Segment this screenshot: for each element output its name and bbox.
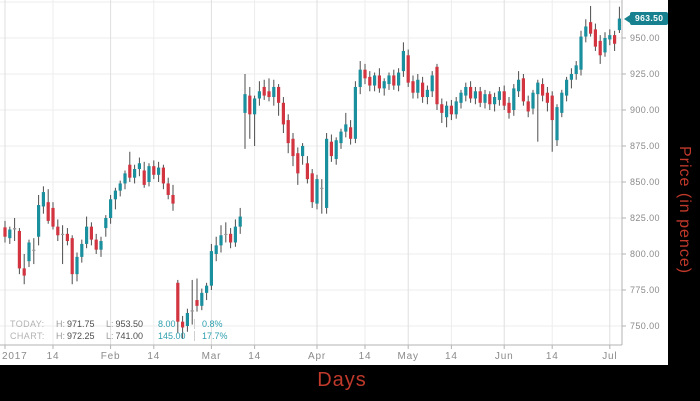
chart-high: H: 972.25	[56, 331, 95, 341]
today-low: L: 953.50	[106, 319, 144, 329]
svg-text:14: 14	[47, 351, 60, 362]
svg-text:May: May	[398, 351, 419, 362]
svg-text:900.00: 900.00	[630, 105, 660, 115]
stats-divider	[194, 331, 195, 341]
right-band	[668, 0, 700, 401]
stats-row-chart: CHART: H: 972.25 L: 741.00 145.00 17.7%	[10, 331, 228, 341]
svg-text:14: 14	[147, 351, 160, 362]
chart-label: CHART:	[10, 331, 45, 341]
last-price-value: 963.50	[635, 13, 664, 23]
svg-text:2017: 2017	[2, 351, 27, 362]
svg-text:850.00: 850.00	[630, 177, 660, 187]
stats-divider	[194, 319, 195, 329]
stats-panel: TODAY: H: 971.75 L: 953.50 8.00 0.8% CHART…	[10, 319, 228, 343]
svg-text:Apr: Apr	[308, 351, 326, 362]
x-axis-title: Days	[317, 369, 367, 391]
chart-change: 145.00	[158, 331, 186, 341]
svg-text:825.00: 825.00	[630, 213, 660, 223]
y-axis-title: Price (in pence)	[676, 145, 693, 275]
svg-text:14: 14	[248, 351, 261, 362]
today-high: H: 971.75	[56, 319, 95, 329]
today-change-pct: 0.8%	[202, 319, 223, 329]
today-change: 8.00	[158, 319, 176, 329]
svg-text:875.00: 875.00	[630, 141, 660, 151]
svg-text:950.00: 950.00	[630, 33, 660, 43]
svg-text:14: 14	[359, 351, 372, 362]
svg-text:Jul: Jul	[602, 351, 617, 362]
chart-panel: 950.00 925.00 900.00 875.00 850.00 825.00 800.…	[0, 0, 669, 365]
chart-change-pct: 17.7%	[202, 331, 228, 341]
stats-row-today: TODAY: H: 971.75 L: 953.50 8.00 0.8%	[10, 319, 228, 329]
svg-text:Feb: Feb	[101, 351, 121, 362]
bottom-band	[0, 365, 700, 401]
svg-text:800.00: 800.00	[630, 249, 660, 259]
svg-text:750.00: 750.00	[630, 321, 660, 331]
svg-text:925.00: 925.00	[630, 69, 660, 79]
chart-low: L: 741.00	[106, 331, 144, 341]
svg-text:Mar: Mar	[202, 351, 222, 362]
candlestick-chart[interactable]: 950.00 925.00 900.00 875.00 850.00 825.00 800.…	[0, 0, 668, 365]
svg-text:Jun: Jun	[495, 351, 514, 362]
last-price-tag: 963.50	[623, 12, 669, 25]
svg-text:775.00: 775.00	[630, 285, 660, 295]
svg-text:14: 14	[445, 351, 458, 362]
today-label: TODAY:	[10, 319, 45, 329]
svg-text:14: 14	[546, 351, 559, 362]
